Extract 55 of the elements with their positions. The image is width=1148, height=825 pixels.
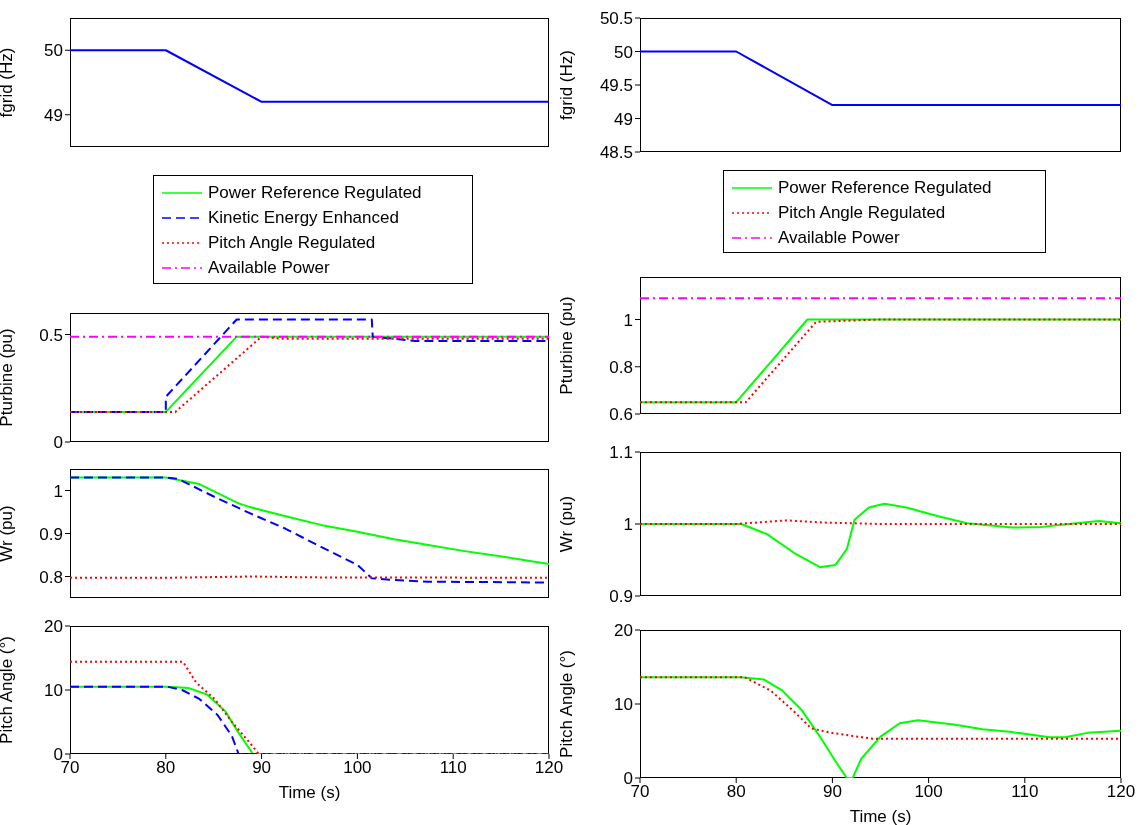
y-tick-label: 0.8 <box>609 357 633 377</box>
x-tick-label: 90 <box>252 758 272 778</box>
y-axis-title: Pitch Angle (°) <box>0 636 17 744</box>
y-tick-label: 49 <box>614 109 633 129</box>
y-tick-label: 49.5 <box>599 76 633 96</box>
x-axis-title: Time (s) <box>849 807 912 825</box>
legend-label: Power Reference Regulated <box>208 182 422 203</box>
y-tick-label: 48.5 <box>599 143 633 163</box>
y-tick-label: 20 <box>44 617 63 637</box>
x-tick-label: 120 <box>534 758 564 778</box>
line-series <box>640 502 1121 569</box>
legend-label: Pitch Angle Regulated <box>778 202 946 223</box>
y-axis-title: Wr (pu) <box>557 495 577 553</box>
y-tick-label: 0.9 <box>39 524 63 544</box>
y-tick-label: 10 <box>44 681 63 701</box>
y-tick-label: 20 <box>614 621 633 641</box>
legend-label: Power Reference Regulated <box>778 177 992 198</box>
y-tick-label: 0 <box>53 433 63 453</box>
x-tick-label: 80 <box>726 782 746 802</box>
y-tick-label: 1 <box>623 310 633 330</box>
y-tick-label: 49 <box>44 105 63 125</box>
y-tick-label: 0 <box>623 769 633 789</box>
y-axis-title: Pitch Angle (°) <box>557 650 577 758</box>
x-tick-label: 100 <box>914 782 943 802</box>
line-series <box>640 676 1121 740</box>
y-tick-label: 0.5 <box>39 325 63 345</box>
line-series <box>70 660 549 754</box>
legend-label: Available Power <box>778 227 900 248</box>
y-tick-label: 0.6 <box>609 405 633 425</box>
y-axis-title: Pturbine (pu) <box>557 296 577 395</box>
y-tick-label: 0.8 <box>39 567 63 587</box>
x-tick-label: 90 <box>822 782 842 802</box>
x-tick-label: 110 <box>439 758 467 778</box>
y-tick-label: 50 <box>614 42 633 62</box>
y-tick-label: 50 <box>44 41 63 61</box>
legend-label: Available Power <box>208 257 330 278</box>
y-tick-label: 1 <box>53 481 63 501</box>
x-tick-label: 120 <box>1106 782 1136 802</box>
x-tick-label: 100 <box>343 758 372 778</box>
y-tick-label: 50.5 <box>599 9 633 29</box>
y-axis-title: fgrid (Hz) <box>0 47 17 118</box>
legend-label: Kinetic Energy Enhanced <box>208 207 399 228</box>
legend-label: Pitch Angle Regulated <box>208 232 376 253</box>
y-tick-label: 1.1 <box>609 443 633 463</box>
y-tick-label: 0 <box>53 745 63 765</box>
y-axis-title: fgrid (Hz) <box>557 50 577 120</box>
x-tick-label: 110 <box>1011 782 1039 802</box>
y-tick-label: 1 <box>623 515 633 535</box>
y-axis-title: Wr (pu) <box>0 505 17 562</box>
y-tick-label: 0.9 <box>609 587 633 607</box>
y-axis-title: Pturbine (pu) <box>0 328 17 427</box>
line-series <box>640 676 1121 778</box>
x-tick-label: 80 <box>156 758 176 778</box>
x-axis-title: Time (s) <box>278 783 341 802</box>
y-tick-label: 10 <box>614 695 633 715</box>
